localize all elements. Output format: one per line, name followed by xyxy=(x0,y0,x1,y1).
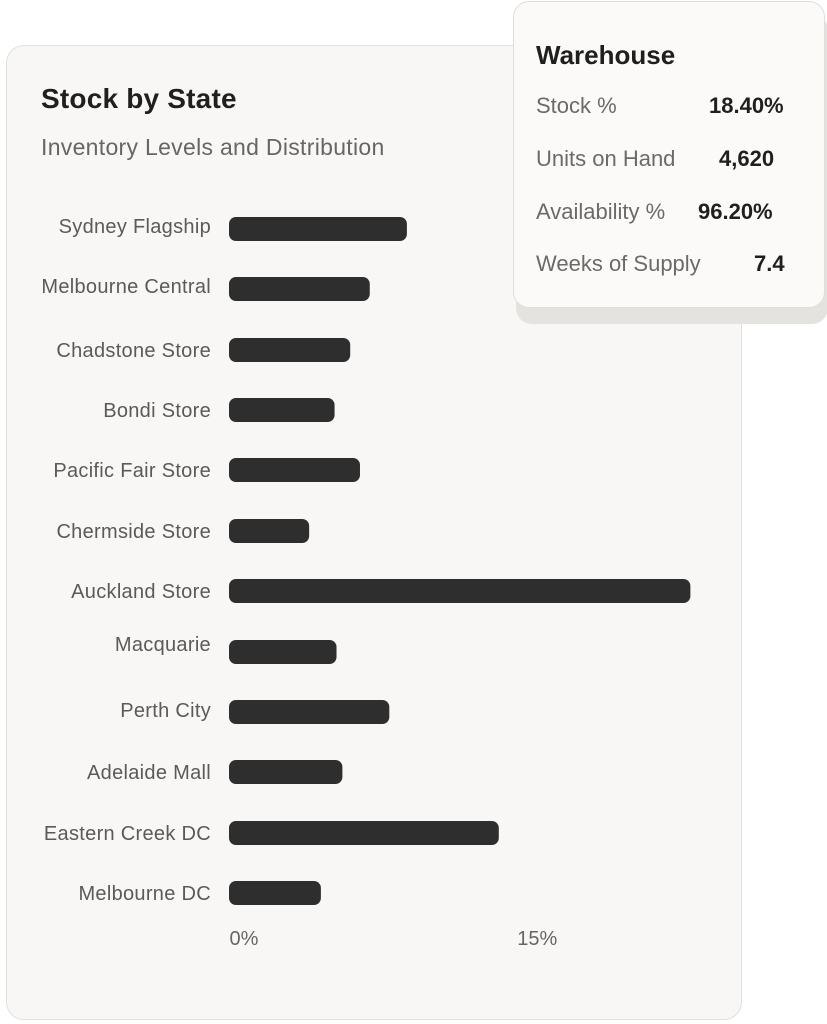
bar[interactable] xyxy=(229,640,337,664)
tooltip-label: Availability % xyxy=(536,199,666,224)
category-label: Auckland Store xyxy=(71,581,211,603)
tooltip-value: 4,620 xyxy=(719,146,775,171)
chart-title: Stock by State xyxy=(41,83,237,114)
bar[interactable] xyxy=(229,821,499,845)
bar[interactable] xyxy=(229,579,691,603)
category-label: Perth City xyxy=(120,700,211,722)
tooltip-value: 7.4 xyxy=(754,251,785,276)
bar[interactable] xyxy=(229,519,310,543)
tooltip-value: 96.20% xyxy=(698,199,773,224)
tooltip-label: Stock % xyxy=(536,93,617,118)
bar[interactable] xyxy=(229,881,321,905)
bar[interactable] xyxy=(229,338,351,362)
category-label: Melbourne DC xyxy=(78,883,211,905)
category-label: Bondi Store xyxy=(103,400,211,422)
tooltip-label: Weeks of Supply xyxy=(536,251,701,276)
bar[interactable] xyxy=(229,700,390,724)
category-label: Chermside Store xyxy=(56,521,211,543)
category-label: Chadstone Store xyxy=(56,340,211,362)
tooltip-row-availability: Availability % 96.20% xyxy=(536,199,806,229)
category-label: Macquarie xyxy=(115,634,211,656)
category-label: Pacific Fair Store xyxy=(53,460,211,482)
bar[interactable] xyxy=(229,277,370,301)
category-label: Adelaide Mall xyxy=(87,762,211,784)
bar[interactable] xyxy=(229,760,343,784)
bar[interactable] xyxy=(229,458,360,482)
tooltip-row-weeks: Weeks of Supply 7.4 xyxy=(536,251,806,281)
tooltip-row-units: Units on Hand 4,620 xyxy=(536,146,806,176)
category-label: Melbourne Central xyxy=(41,276,211,298)
chart-subtitle: Inventory Levels and Distribution xyxy=(41,134,385,160)
bar[interactable] xyxy=(229,217,407,241)
x-tick-label: 0% xyxy=(230,928,259,950)
tooltip-title: Warehouse xyxy=(536,40,676,70)
tooltip-row-stock: Stock % 18.40% xyxy=(536,93,806,123)
category-label: Sydney Flagship xyxy=(59,216,211,238)
x-tick-label: 15% xyxy=(517,928,557,950)
tooltip-value: 18.40% xyxy=(709,93,784,118)
category-label: Eastern Creek DC xyxy=(44,823,211,845)
tooltip: Warehouse Stock % 18.40% Units on Hand 4… xyxy=(513,1,825,308)
bar[interactable] xyxy=(229,398,335,422)
tooltip-label: Units on Hand xyxy=(536,146,676,171)
